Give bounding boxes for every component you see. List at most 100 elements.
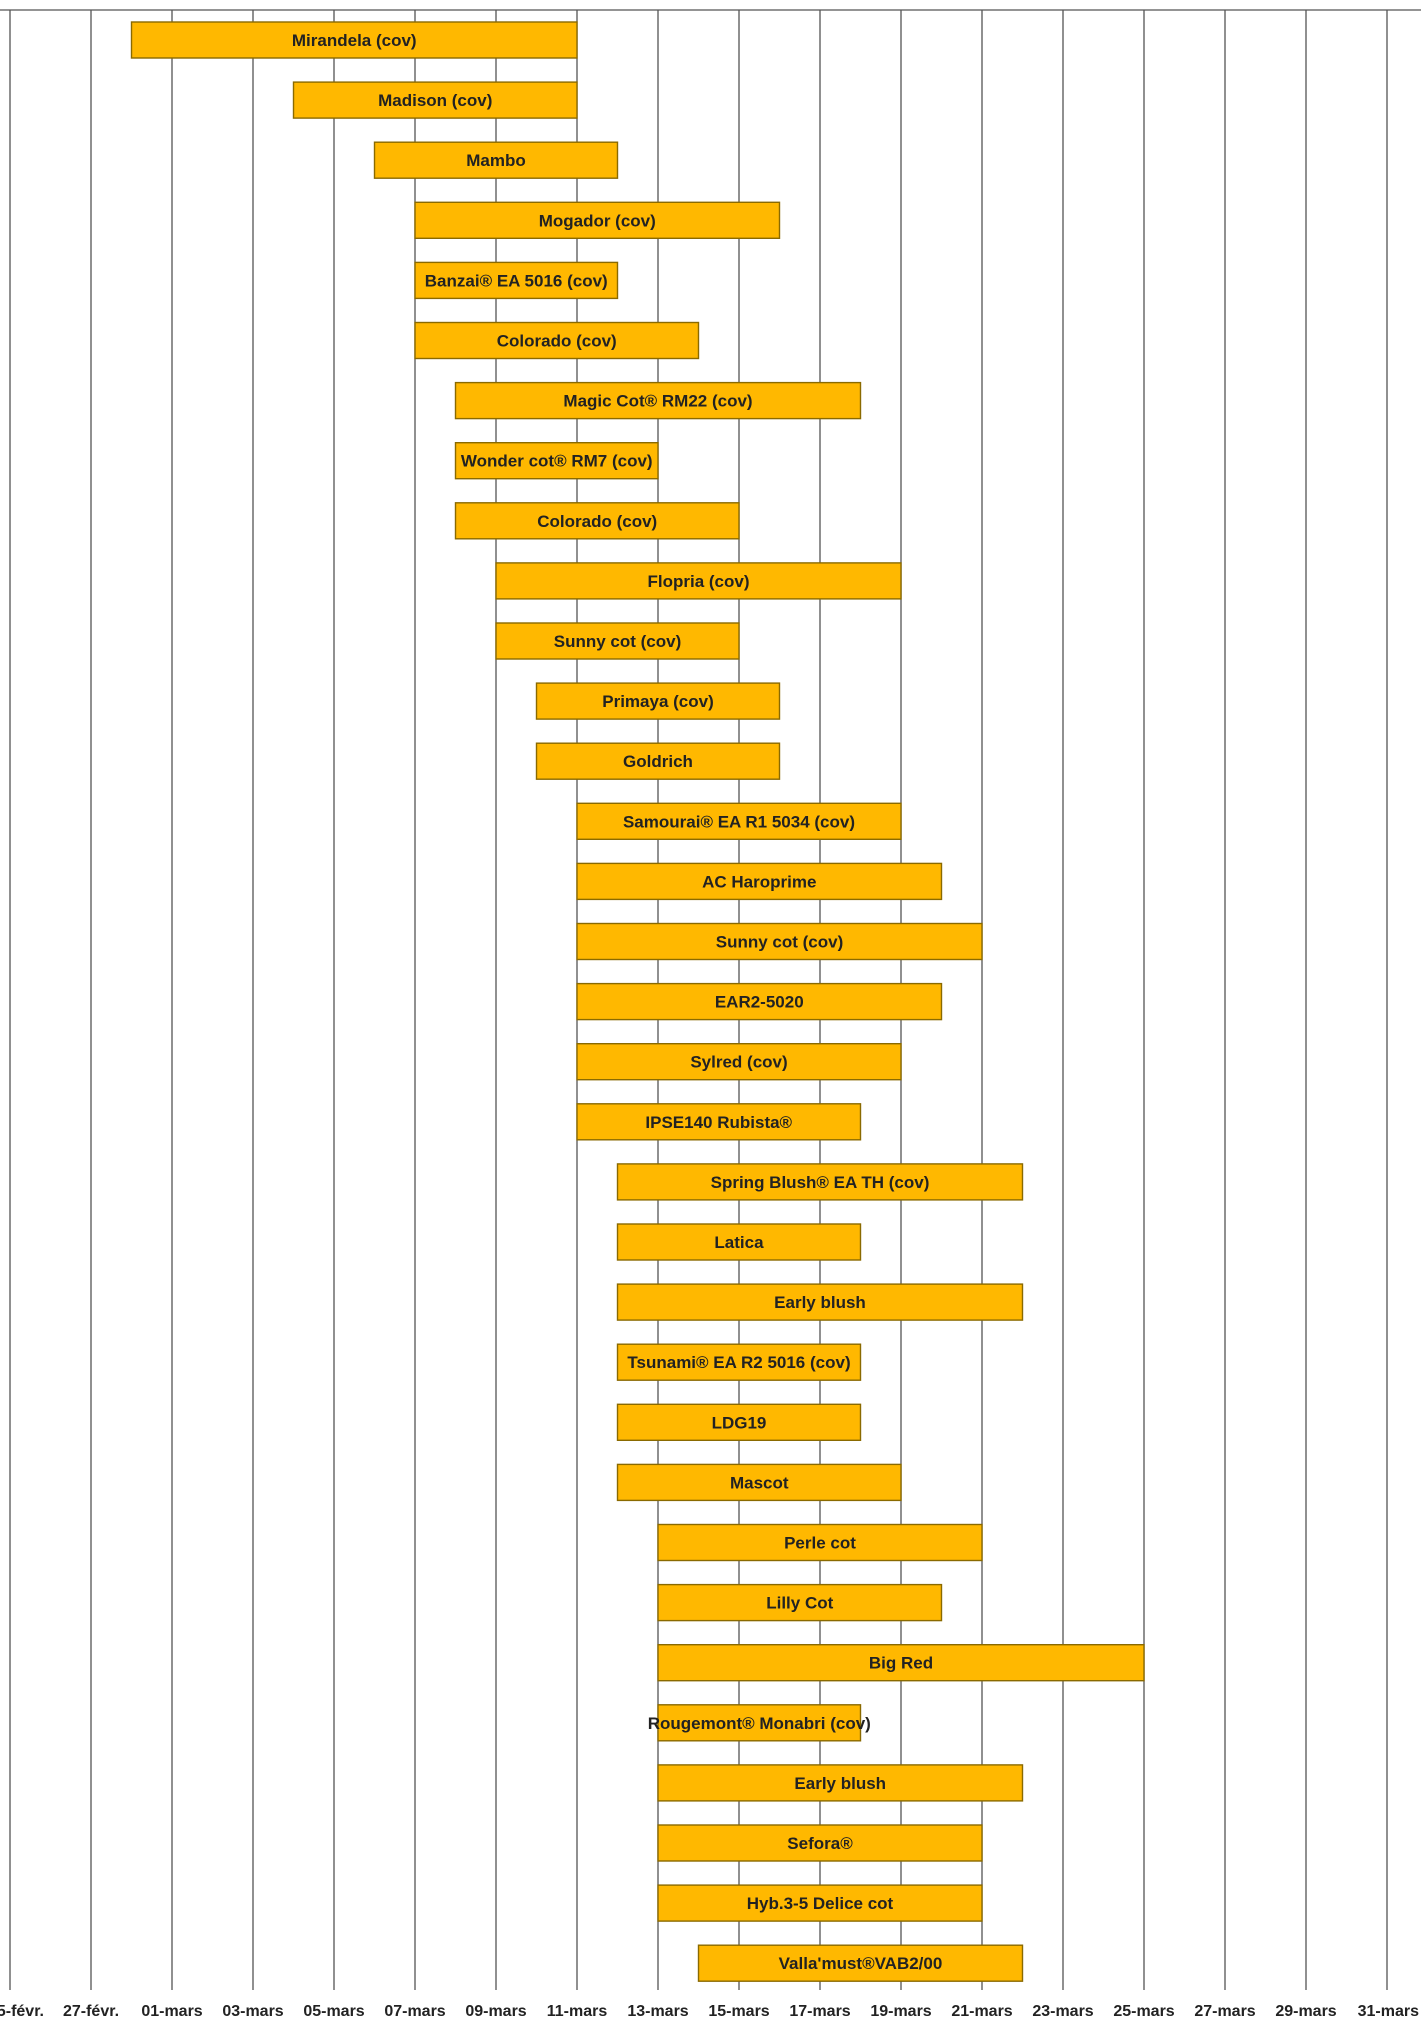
gantt-bar: Hyb.3-5 Delice cot [657, 1884, 983, 1922]
bar-rect [414, 201, 781, 240]
bar-label: Primaya (cov) [602, 692, 714, 711]
bar-rect [657, 1884, 983, 1922]
x-tick-label: 31-mars [1358, 2003, 1419, 2020]
gantt-bar: Mirandela (cov) [130, 21, 578, 59]
x-axis-ticks: 25-févr. 27-févr. 01-mars 03-mars 05-mars 07-… [0, 2003, 1419, 2020]
x-tick-label: 27-mars [1194, 2003, 1255, 2020]
gantt-bar: Perle cot [657, 1523, 983, 1562]
bar-label: Sefora® [787, 1834, 853, 1853]
bar-label: LDG19 [712, 1413, 767, 1432]
bar-rect [576, 1042, 902, 1081]
bar-label: Early blush [774, 1293, 866, 1312]
bar-rect [697, 1944, 1024, 1982]
bar-rect [616, 1223, 862, 1261]
gantt-bar: Mambo [373, 141, 619, 179]
bar-rect [616, 1343, 862, 1381]
bar-label: Sunny cot (cov) [554, 632, 682, 651]
bar-rect [616, 1463, 902, 1502]
gantt-bar: Primaya (cov) [535, 682, 781, 720]
gantt-bar: EAR2-5020 [576, 982, 943, 1021]
bar-label: Early blush [794, 1774, 886, 1793]
gantt-bar: Colorado (cov) [454, 502, 740, 540]
bar-rect [454, 381, 862, 420]
bar-label: Madison (cov) [378, 91, 492, 110]
bar-rect [130, 21, 578, 59]
gantt-bar: Wonder cot® RM7 (cov) [454, 442, 659, 480]
bar-label: Big Red [869, 1654, 933, 1673]
bar-label: Valla'must®VAB2/00 [779, 1954, 943, 1973]
bar-label: Hyb.3-5 Delice cot [747, 1894, 894, 1913]
gantt-bar: IPSE140 Rubista® [576, 1103, 862, 1141]
bar-rect [657, 1643, 1145, 1682]
gantt-bar: Early blush [657, 1764, 1024, 1802]
gantt-bar: Banzai® EA 5016 (cov) [414, 261, 619, 300]
bar-rect [414, 321, 700, 360]
gantt-bar: Magic Cot® RM22 (cov) [454, 381, 862, 420]
x-tick-label: 13-mars [627, 2003, 688, 2020]
bar-rect [454, 502, 740, 540]
bar-label: Flopria (cov) [647, 572, 749, 591]
bar-rect [657, 1704, 862, 1742]
bar-rect [616, 1403, 862, 1442]
bar-label: Mogador (cov) [539, 211, 656, 230]
bar-label: Rougemont® Monabri (cov) [648, 1714, 871, 1733]
bar-label: IPSE140 Rubista® [645, 1113, 792, 1132]
gantt-bar: Sunny cot (cov) [576, 922, 983, 961]
gantt-bar: Tsunami® EA R2 5016 (cov) [616, 1343, 862, 1381]
gantt-bar: Goldrich [535, 742, 781, 780]
bar-rect [576, 922, 983, 961]
gantt-bar: LDG19 [616, 1403, 862, 1442]
bar-rect [616, 1283, 1024, 1321]
gantt-bar: Big Red [657, 1643, 1145, 1682]
gantt-bar: Early blush [616, 1283, 1024, 1321]
gantt-bar: Mogador (cov) [414, 201, 781, 240]
bar-rect [576, 982, 943, 1021]
gantt-bar: Sylred (cov) [576, 1042, 902, 1081]
bar-label: Spring Blush® EA TH (cov) [711, 1173, 930, 1192]
bar-label: Latica [714, 1233, 764, 1252]
bar-rect [657, 1583, 943, 1622]
bar-label: Banzai® EA 5016 (cov) [425, 271, 608, 290]
bar-label: Tsunami® EA R2 5016 (cov) [627, 1353, 850, 1372]
gantt-bar: Latica [616, 1223, 862, 1261]
bar-rect [495, 562, 902, 600]
bar-label: EAR2-5020 [715, 993, 804, 1012]
gantt-bar: Spring Blush® EA TH (cov) [616, 1163, 1024, 1201]
bar-label: Lilly Cot [766, 1594, 833, 1613]
x-tick-label: 21-mars [951, 2003, 1012, 2020]
x-tick-label: 19-mars [870, 2003, 931, 2020]
bar-rect [616, 1163, 1024, 1201]
bar-rect [454, 442, 659, 480]
bar-label: Colorado (cov) [497, 332, 617, 351]
x-tick-label: 25-févr. [0, 2003, 44, 2020]
bar-label: Mambo [466, 151, 526, 170]
bar-label: Colorado (cov) [537, 512, 657, 531]
bars-layer: Mirandela (cov) Madison (cov) Mambo Mogador… [130, 21, 1145, 1982]
bar-rect [535, 742, 781, 780]
bar-label: Magic Cot® RM22 (cov) [563, 392, 752, 411]
x-tick-label: 15-mars [708, 2003, 769, 2020]
gantt-bar: Lilly Cot [657, 1583, 943, 1622]
bar-rect [657, 1764, 1024, 1802]
x-tick-label: 17-mars [789, 2003, 850, 2020]
x-tick-label: 27-févr. [63, 2003, 119, 2020]
bar-label: Goldrich [623, 752, 693, 771]
x-tick-label: 11-mars [547, 2003, 608, 2020]
x-tick-label: 05-mars [303, 2003, 364, 2020]
bar-label: Samourai® EA R1 5034 (cov) [623, 812, 855, 831]
gantt-bar: Valla'must®VAB2/00 [697, 1944, 1024, 1982]
bar-rect [495, 622, 740, 660]
bar-rect [576, 1103, 862, 1141]
bar-rect [292, 81, 578, 119]
x-tick-label: 01-mars [141, 2003, 202, 2020]
bar-label: AC Haroprime [702, 872, 816, 891]
bar-rect [373, 141, 619, 179]
bar-rect [576, 862, 943, 901]
x-tick-label: 07-mars [384, 2003, 445, 2020]
bar-rect [414, 261, 619, 300]
bar-label: Mascot [730, 1473, 789, 1492]
bar-label: Sylred (cov) [690, 1053, 787, 1072]
x-tick-label: 23-mars [1032, 2003, 1093, 2020]
gantt-bar: Mascot [616, 1463, 902, 1502]
